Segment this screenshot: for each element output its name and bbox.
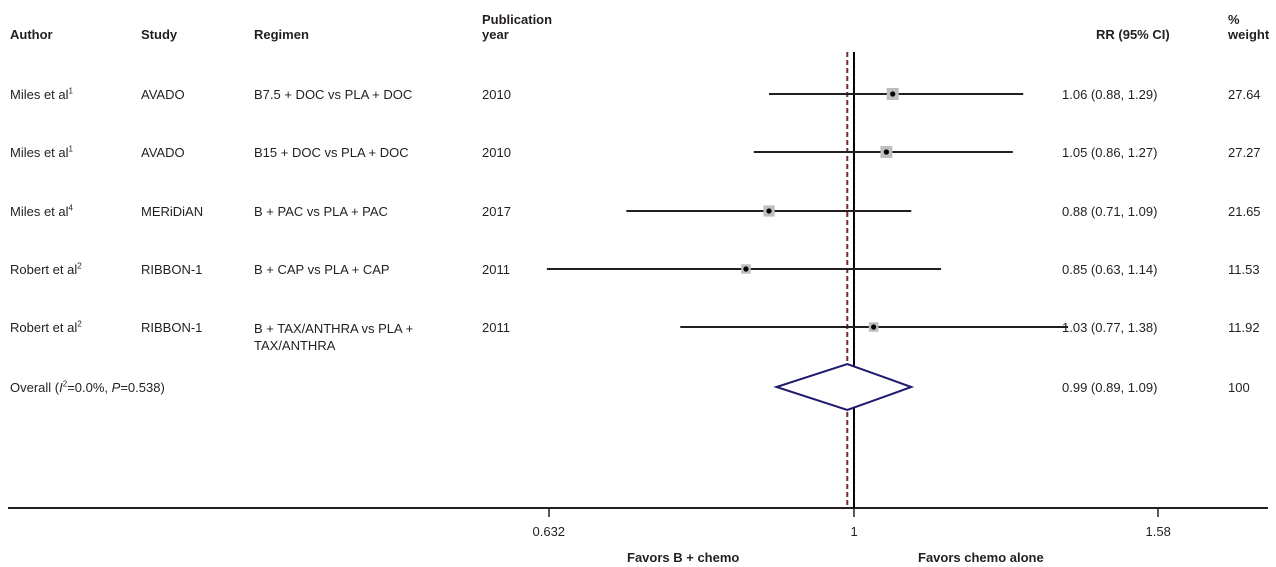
row-regimen: B + PAC vs PLA + PAC bbox=[254, 204, 388, 219]
reference-superscript: 2 bbox=[77, 319, 82, 329]
x-tick-label: 1 bbox=[850, 524, 858, 539]
author-name: Miles et al bbox=[10, 87, 69, 102]
overall-label: Overall (I2=0.0%, P=0.538) bbox=[10, 380, 165, 395]
row-year: 2017 bbox=[482, 204, 511, 219]
i2-value: =0.0%, bbox=[67, 380, 112, 395]
row-year: 2011 bbox=[482, 262, 510, 277]
header-weight-line1: % bbox=[1228, 12, 1240, 27]
row-rr: 0.88 (0.71, 1.09) bbox=[1062, 204, 1158, 219]
row-year: 2011 bbox=[482, 320, 510, 335]
reference-superscript: 1 bbox=[68, 86, 73, 96]
row-regimen: B15 + DOC vs PLA + DOC bbox=[254, 145, 409, 160]
header-publication-year: Publication year bbox=[482, 12, 552, 42]
header-study: Study bbox=[141, 27, 178, 42]
header-weight-line2: weight bbox=[1228, 27, 1270, 42]
row-weight: 27.27 bbox=[1228, 145, 1261, 160]
row-year: 2010 bbox=[482, 87, 511, 102]
row-weight: 11.53 bbox=[1228, 262, 1260, 277]
header-publication-year-line2: year bbox=[482, 27, 509, 42]
author-name: Miles et al bbox=[10, 145, 69, 160]
overall-rr: 0.99 (0.89, 1.09) bbox=[1062, 380, 1158, 395]
favors-left-label: Favors B + chemo bbox=[627, 550, 740, 565]
favors-right-label: Favors chemo alone bbox=[918, 550, 1044, 565]
row-author: Miles et al1 bbox=[10, 87, 73, 102]
p-symbol: P bbox=[111, 380, 121, 395]
header-rr: RR (95% CI) bbox=[1096, 27, 1170, 42]
p-value: =0.538) bbox=[120, 380, 165, 395]
row-regimen: B + CAP vs PLA + CAP bbox=[254, 262, 390, 277]
overall-prefix: Overall ( bbox=[10, 380, 60, 395]
header-weight: % weight bbox=[1228, 12, 1269, 42]
point-estimate bbox=[883, 149, 890, 155]
row-study: RIBBON-1 bbox=[141, 320, 203, 335]
row-weight: 27.64 bbox=[1228, 87, 1261, 102]
row-author: Miles et al1 bbox=[10, 145, 73, 160]
point-estimate bbox=[743, 266, 749, 272]
row-rr: 1.05 (0.86, 1.27) bbox=[1062, 145, 1158, 160]
x-tick-label: 1.58 bbox=[1145, 524, 1171, 539]
row-author: Miles et al4 bbox=[10, 204, 73, 219]
row-weight: 11.92 bbox=[1228, 320, 1260, 335]
row-study: AVADO bbox=[141, 87, 185, 102]
row-study: RIBBON-1 bbox=[141, 262, 203, 277]
reference-superscript: 4 bbox=[68, 203, 73, 213]
i2-symbol: I bbox=[59, 380, 63, 395]
row-rr: 1.06 (0.88, 1.29) bbox=[1062, 87, 1158, 102]
row-study: MERiDiAN bbox=[141, 204, 204, 219]
row-year: 2010 bbox=[482, 145, 511, 160]
author-name: Miles et al bbox=[10, 204, 69, 219]
reference-superscript: 1 bbox=[68, 144, 73, 154]
row-study: AVADO bbox=[141, 145, 185, 160]
header-publication-year-line1: Publication bbox=[482, 12, 553, 27]
author-name: Robert et al bbox=[10, 262, 78, 277]
header-author: Author bbox=[10, 27, 53, 42]
author-name: Robert et al bbox=[10, 320, 78, 335]
point-estimate bbox=[766, 208, 772, 214]
overall-diamond bbox=[773, 362, 915, 412]
point-estimate bbox=[890, 91, 896, 97]
row-author: Robert et al2 bbox=[10, 262, 82, 277]
i2-superscript: 2 bbox=[62, 379, 68, 389]
row-regimen: B7.5 + DOC vs PLA + DOC bbox=[254, 87, 413, 102]
row-weight: 21.65 bbox=[1228, 204, 1261, 219]
header-regimen: Regimen bbox=[254, 27, 309, 42]
row-regimen: B + TAX/ANTHRA vs PLA + TAX/ANTHRA bbox=[254, 321, 414, 353]
point-estimate bbox=[871, 324, 877, 330]
x-tick-label: 0.632 bbox=[532, 524, 566, 539]
row-author: Robert et al2 bbox=[10, 320, 82, 335]
row-rr: 1.03 (0.77, 1.38) bbox=[1062, 320, 1158, 335]
row-rr: 0.85 (0.63, 1.14) bbox=[1062, 262, 1158, 277]
overall-weight: 100 bbox=[1228, 380, 1250, 395]
reference-superscript: 2 bbox=[77, 261, 82, 271]
